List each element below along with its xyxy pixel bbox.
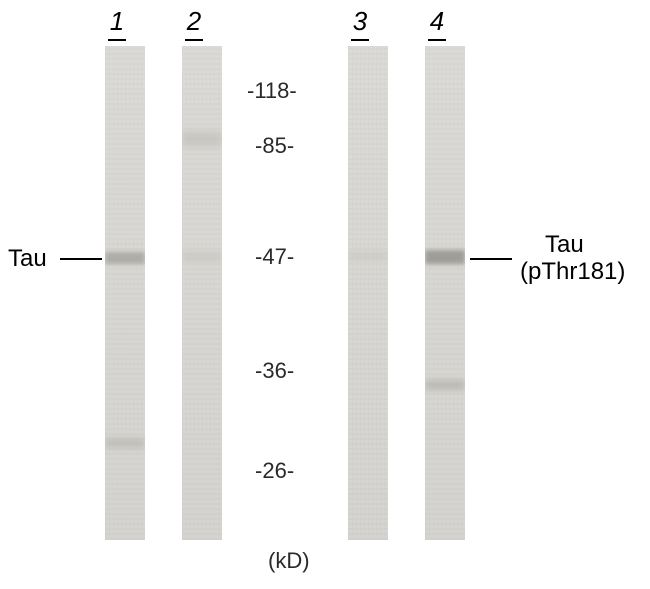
lane-4 <box>425 46 465 540</box>
lane-1 <box>105 46 145 540</box>
band <box>182 132 222 146</box>
band <box>425 250 465 264</box>
lane-number-1: 1 <box>108 6 126 41</box>
left-label-tau: Tau <box>8 245 47 273</box>
marker-118: -118- <box>247 78 297 104</box>
kd-unit-label: (kD) <box>268 548 310 574</box>
right-label-tau: Tau <box>545 231 584 259</box>
band <box>182 252 222 262</box>
band <box>105 252 145 264</box>
lane-2 <box>182 46 222 540</box>
blot-figure: 1 2 3 4 -118- -85- -47- -36- -26- (kD) T… <box>0 0 650 589</box>
marker-26: -26- <box>255 458 294 484</box>
marker-36: -36- <box>255 358 294 384</box>
left-pointer-line <box>60 258 102 260</box>
right-label-pthr181: (pThr181) <box>520 258 625 286</box>
band <box>348 252 388 260</box>
right-pointer-line <box>470 258 512 260</box>
lane-number-3: 3 <box>351 6 369 41</box>
band <box>105 438 145 448</box>
lane-number-4: 4 <box>428 6 446 41</box>
lane-3 <box>348 46 388 540</box>
marker-47: -47- <box>255 244 294 270</box>
marker-85: -85- <box>255 133 294 159</box>
lane-number-2: 2 <box>185 6 203 41</box>
band <box>425 380 465 390</box>
